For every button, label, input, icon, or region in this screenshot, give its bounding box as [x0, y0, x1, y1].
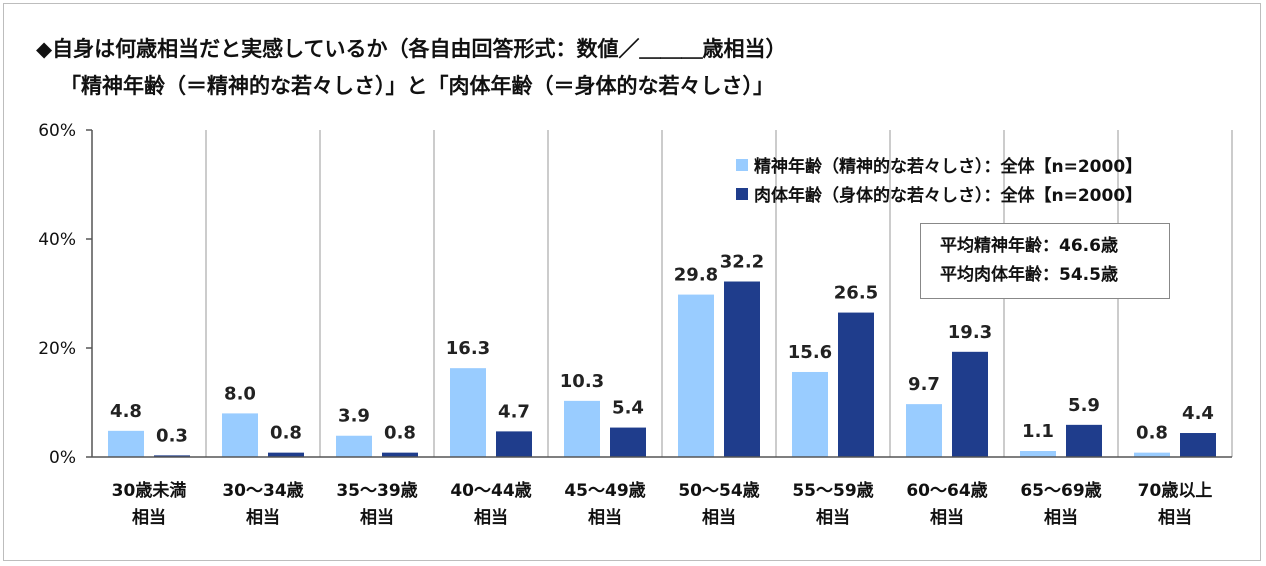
bar-physical: [952, 351, 988, 457]
x-tick-label: 相当: [702, 507, 736, 528]
bar-physical: [724, 281, 760, 457]
x-tick-label: 55～59歳: [792, 480, 873, 501]
bar-mental: [222, 413, 258, 457]
legend-label-physical: 肉体年齢（身体的な若々しさ）：全体【n=2000】: [754, 186, 1143, 206]
data-label-mental: 0.8: [1136, 423, 1168, 444]
x-tick-label: 30～34歳: [222, 480, 303, 501]
data-label-physical: 0.3: [156, 425, 188, 446]
bar-physical: [838, 312, 874, 457]
data-label-physical: 0.8: [384, 423, 416, 444]
data-label-physical: 4.7: [498, 401, 530, 422]
data-label-physical: 19.3: [948, 322, 992, 343]
x-tick-label: 相当: [360, 507, 394, 528]
y-tick-label: 0%: [49, 448, 76, 468]
x-tick-label: 35～39歳: [336, 480, 417, 501]
x-tick-label: 60～64歳: [906, 480, 987, 501]
bar-physical: [1180, 433, 1216, 457]
data-label-mental: 9.7: [908, 374, 940, 395]
x-tick-label: 相当: [930, 507, 964, 528]
bar-mental: [1134, 452, 1170, 457]
data-label-mental: 1.1: [1022, 421, 1054, 442]
x-tick-label: 相当: [1044, 507, 1078, 528]
average-mental: 平均精神年齢：46.6歳: [940, 236, 1118, 256]
x-tick-label: 65～69歳: [1020, 480, 1101, 501]
x-tick-label: 相当: [1158, 507, 1192, 528]
bar-mental: [450, 368, 486, 457]
legend-item-mental: 精神年齢（精神的な若々しさ）：全体【n=2000】: [736, 150, 1142, 179]
data-label-physical: 26.5: [834, 283, 878, 304]
x-tick-label: 45～49歳: [564, 480, 645, 501]
average-physical: 平均肉体年齢：54.5歳: [940, 265, 1118, 285]
legend-item-physical: 肉体年齢（身体的な若々しさ）：全体【n=2000】: [736, 179, 1142, 208]
data-label-mental: 16.3: [446, 338, 490, 359]
x-tick-label: 50～54歳: [678, 480, 759, 501]
bar-mental: [108, 430, 144, 457]
legend-label-mental: 精神年齢（精神的な若々しさ）：全体【n=2000】: [754, 157, 1143, 177]
data-label-mental: 8.0: [224, 383, 256, 404]
bar-physical: [496, 431, 532, 457]
data-label-mental: 10.3: [560, 371, 604, 392]
bar-mental: [792, 371, 828, 457]
data-label-physical: 0.8: [270, 423, 302, 444]
x-tick-label: 相当: [474, 507, 508, 528]
x-tick-label: 70歳以上: [1138, 480, 1213, 501]
data-label-mental: 15.6: [788, 342, 832, 363]
bar-mental: [564, 400, 600, 457]
bar-mental: [336, 435, 372, 457]
x-tick-label: 相当: [588, 507, 622, 528]
x-tick-label: 40～44歳: [450, 480, 531, 501]
x-tick-label: 相当: [132, 507, 166, 528]
bar-mental: [678, 294, 714, 457]
data-label-mental: 4.8: [110, 401, 142, 422]
legend: 精神年齢（精神的な若々しさ）：全体【n=2000】 肉体年齢（身体的な若々しさ）…: [736, 150, 1142, 208]
bar-physical: [154, 455, 190, 457]
data-label-physical: 5.4: [612, 398, 644, 419]
data-label-physical: 5.9: [1068, 395, 1100, 416]
bar-physical: [382, 452, 418, 457]
data-label-mental: 29.8: [674, 265, 718, 286]
y-tick-label: 20%: [38, 339, 76, 359]
chart-subtitle: 「精神年齢（＝精神的な若々しさ）」と「肉体年齢（＝身体的な若々しさ）」: [60, 74, 774, 98]
data-label-physical: 32.2: [720, 252, 764, 273]
data-label-mental: 3.9: [338, 406, 370, 427]
bar-mental: [1020, 451, 1056, 457]
bar-physical: [610, 427, 646, 457]
x-tick-label: 相当: [246, 507, 280, 528]
chart-title: ◆自身は何歳相当だと実感しているか（各自由回答形式：数値／＿＿＿歳相当）: [36, 37, 787, 61]
y-tick-label: 60%: [38, 121, 76, 141]
bar-physical: [1066, 424, 1102, 457]
bar-mental: [906, 404, 942, 457]
data-label-physical: 4.4: [1182, 403, 1214, 424]
y-tick-label: 40%: [38, 230, 76, 250]
legend-swatch-physical: [736, 187, 748, 200]
legend-swatch-mental: [736, 158, 748, 171]
x-tick-label: 相当: [816, 507, 850, 528]
x-tick-label: 30歳未満: [112, 480, 187, 501]
average-box: 平均精神年齢：46.6歳 平均肉体年齢：54.5歳: [920, 223, 1170, 299]
bar-physical: [268, 452, 304, 457]
